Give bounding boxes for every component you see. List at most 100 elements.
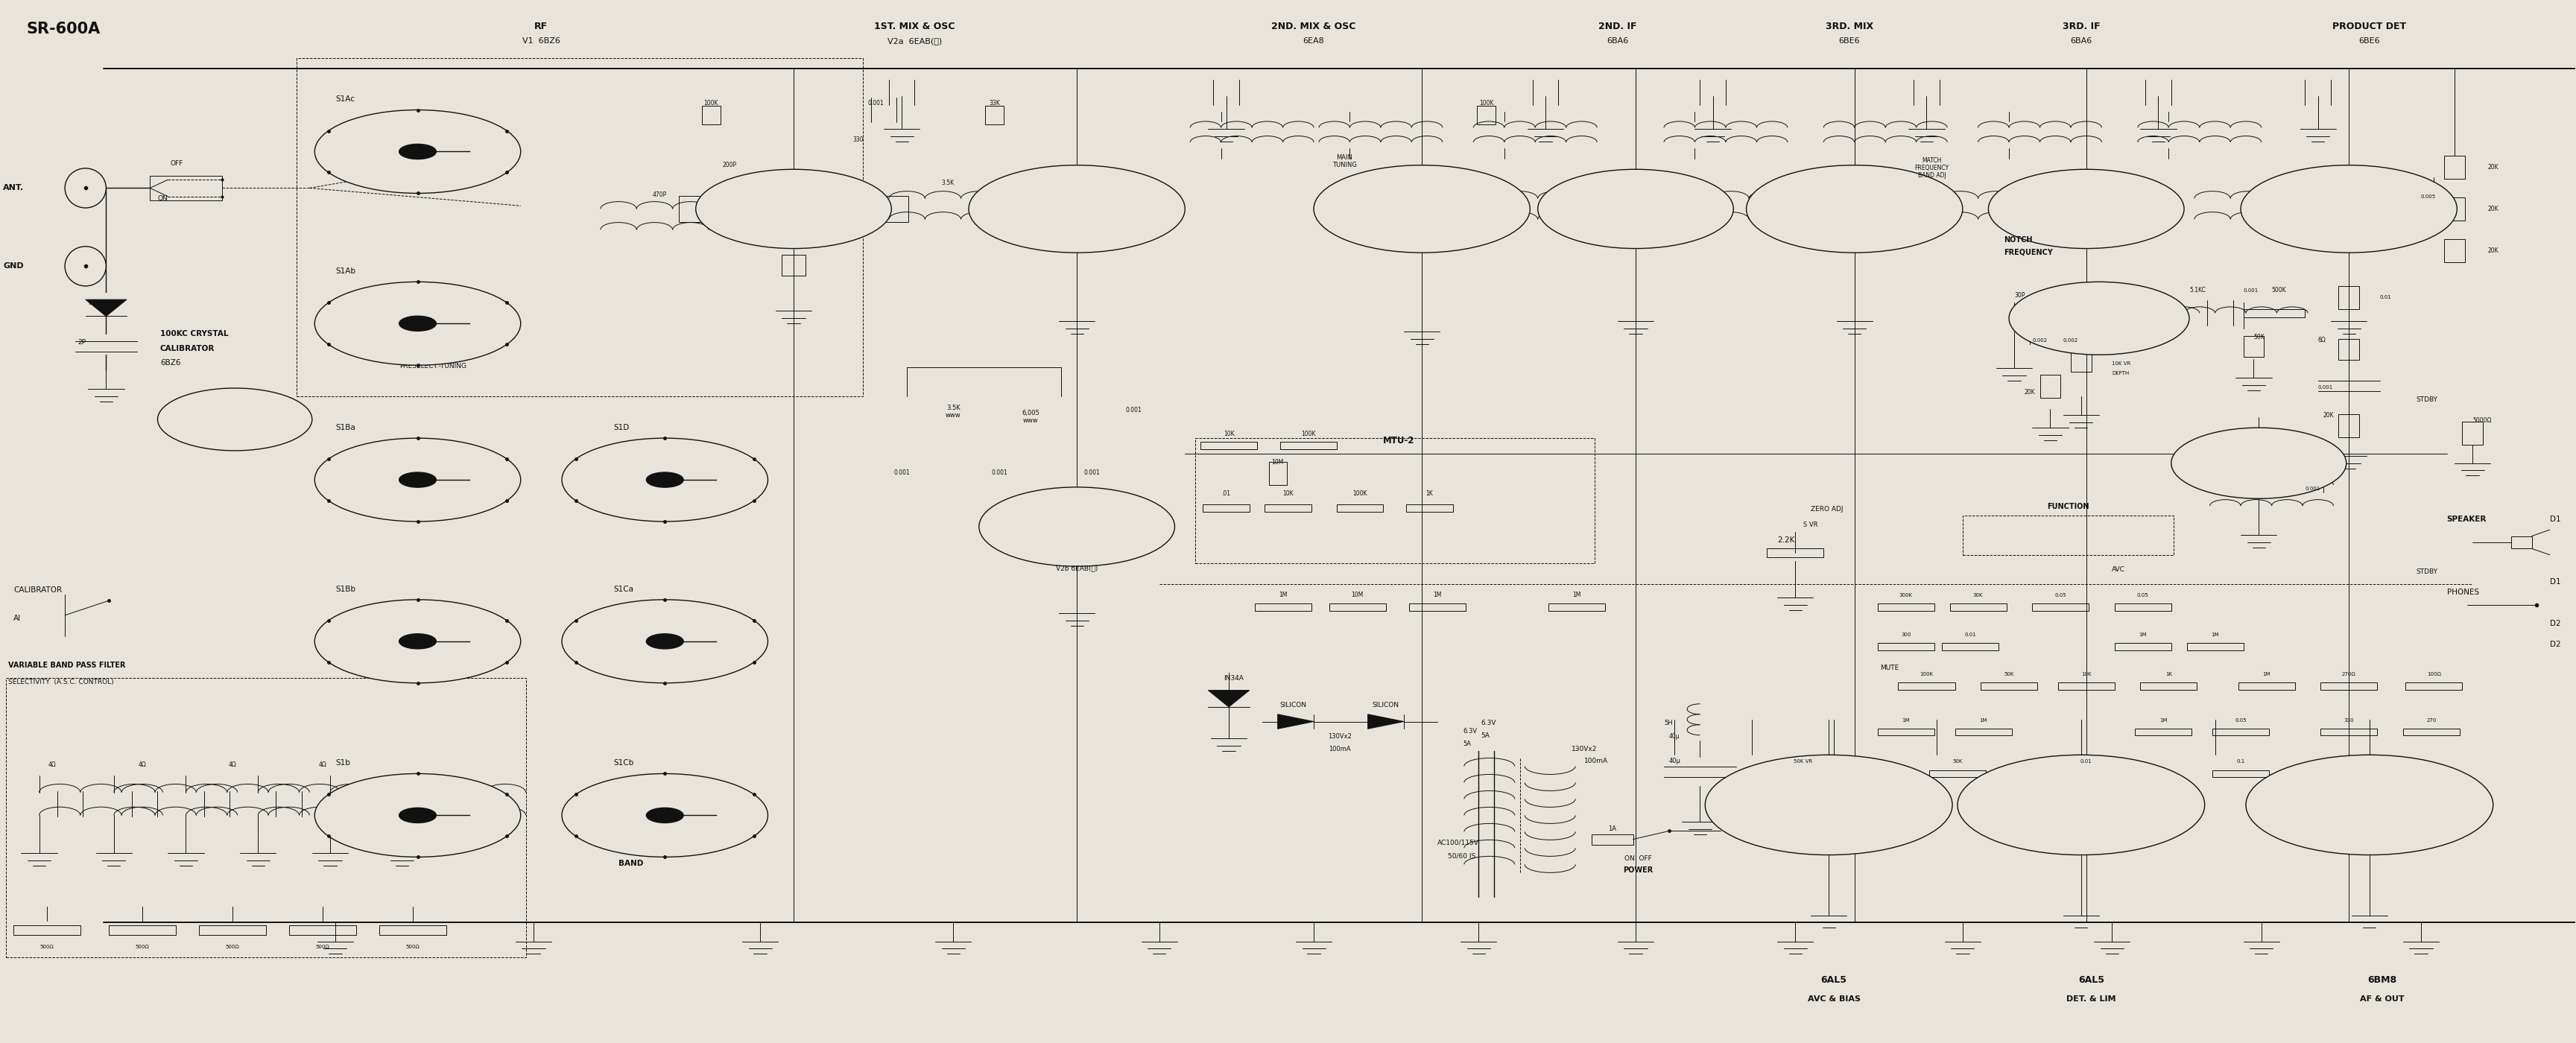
Text: 3.5K
www: 3.5K www bbox=[945, 405, 961, 419]
Circle shape bbox=[562, 600, 768, 683]
Bar bbox=[1265, 505, 1311, 512]
Bar bbox=[2403, 728, 2460, 735]
Text: 2P: 2P bbox=[77, 339, 85, 345]
Text: 100K: 100K bbox=[1479, 99, 1494, 106]
Text: 100K: 100K bbox=[1352, 490, 1368, 496]
Circle shape bbox=[399, 316, 435, 331]
Text: BAND: BAND bbox=[618, 859, 644, 867]
Bar bbox=[1942, 642, 1999, 650]
Text: 0.01: 0.01 bbox=[2081, 759, 2092, 763]
Text: 0.001: 0.001 bbox=[2306, 486, 2321, 491]
Text: 20K: 20K bbox=[2488, 164, 2499, 171]
Text: DET. & LIM: DET. & LIM bbox=[2066, 995, 2115, 1003]
Bar bbox=[1409, 603, 1466, 610]
Text: AVC: AVC bbox=[2112, 566, 2125, 573]
Text: 0.001: 0.001 bbox=[868, 99, 884, 106]
Bar bbox=[1195, 438, 1595, 563]
Bar bbox=[680, 196, 703, 222]
Text: 10M: 10M bbox=[1273, 459, 1283, 465]
Text: 3RD. IF: 3RD. IF bbox=[2063, 21, 2099, 31]
Polygon shape bbox=[1278, 714, 1314, 729]
Bar bbox=[2032, 603, 2089, 610]
Bar bbox=[2115, 603, 2172, 610]
Bar bbox=[2141, 682, 2197, 689]
Text: 0.001: 0.001 bbox=[1126, 407, 1141, 414]
Text: VARIABLE BAND PASS FILTER: VARIABLE BAND PASS FILTER bbox=[8, 661, 126, 669]
Text: 300: 300 bbox=[1901, 632, 1911, 637]
Text: 330: 330 bbox=[2344, 718, 2354, 723]
Circle shape bbox=[2241, 165, 2458, 252]
Bar bbox=[379, 925, 446, 935]
Text: 100K: 100K bbox=[1301, 431, 1316, 438]
Circle shape bbox=[399, 144, 435, 160]
Text: AC100/115V: AC100/115V bbox=[1437, 840, 1479, 846]
Text: 20K: 20K bbox=[2324, 412, 2334, 419]
Text: MUTE: MUTE bbox=[1880, 664, 1899, 671]
Text: POWER: POWER bbox=[1623, 867, 1654, 874]
Text: 4Ω: 4Ω bbox=[139, 761, 147, 768]
Text: SPEAKER: SPEAKER bbox=[2447, 515, 2486, 523]
Text: 1M: 1M bbox=[2210, 632, 2218, 637]
Text: 1M: 1M bbox=[1278, 591, 1288, 598]
Bar bbox=[1592, 834, 1633, 845]
Bar bbox=[2058, 682, 2115, 689]
Bar bbox=[2463, 421, 2483, 444]
Circle shape bbox=[314, 600, 520, 683]
Bar bbox=[2321, 728, 2378, 735]
Text: 6BA6: 6BA6 bbox=[1607, 37, 1628, 45]
Text: 0.001: 0.001 bbox=[1084, 469, 1100, 476]
Bar bbox=[1255, 603, 1311, 610]
Text: 30P: 30P bbox=[2014, 292, 2025, 299]
Text: 1K: 1K bbox=[2166, 672, 2172, 677]
Text: PRODUCT DET: PRODUCT DET bbox=[2331, 21, 2406, 31]
Text: 6BE6: 6BE6 bbox=[2360, 37, 2380, 45]
Bar bbox=[987, 105, 1005, 124]
Circle shape bbox=[562, 774, 768, 857]
Text: 100K: 100K bbox=[1919, 672, 1935, 677]
Text: AVC & BIAS: AVC & BIAS bbox=[1808, 995, 1860, 1003]
Text: ZERO ADJ: ZERO ADJ bbox=[1811, 506, 1844, 512]
Text: BFO: BFO bbox=[2228, 432, 2246, 440]
Text: 0.001: 0.001 bbox=[992, 469, 1007, 476]
Text: 500Ω: 500Ω bbox=[39, 945, 54, 949]
Bar bbox=[2244, 336, 2264, 357]
Text: 1M: 1M bbox=[2159, 718, 2166, 723]
Bar bbox=[198, 925, 265, 935]
Text: MTU-2: MTU-2 bbox=[1383, 436, 1414, 445]
Text: 6.3V: 6.3V bbox=[1481, 720, 1497, 726]
Text: 33K: 33K bbox=[989, 99, 999, 106]
Text: 5H: 5H bbox=[1664, 720, 1672, 726]
Text: .01: .01 bbox=[1221, 490, 1231, 496]
Bar bbox=[2445, 155, 2465, 178]
Text: 6Ω: 6Ω bbox=[2318, 337, 2326, 344]
Text: 270: 270 bbox=[2427, 718, 2437, 723]
Text: 6BZ6: 6BZ6 bbox=[160, 359, 180, 367]
Text: S1Ca: S1Ca bbox=[613, 585, 634, 592]
Text: 20K: 20K bbox=[2025, 389, 2035, 396]
Text: S VR: S VR bbox=[1803, 522, 1819, 528]
Bar bbox=[1899, 682, 1955, 689]
Circle shape bbox=[399, 472, 435, 487]
Circle shape bbox=[969, 165, 1185, 252]
Text: 1M: 1M bbox=[1978, 718, 1986, 723]
Text: AF & OUT: AF & OUT bbox=[2360, 995, 2403, 1003]
Circle shape bbox=[314, 774, 520, 857]
Text: 10M: 10M bbox=[1352, 591, 1363, 598]
Text: MATCH
FREQUENCY
BAND ADJ: MATCH FREQUENCY BAND ADJ bbox=[1914, 156, 1950, 179]
Text: D2: D2 bbox=[2550, 620, 2561, 627]
Text: S1Ac: S1Ac bbox=[335, 96, 355, 103]
Text: DEPTH: DEPTH bbox=[2112, 371, 2130, 375]
Bar bbox=[1955, 728, 2012, 735]
Bar bbox=[1203, 505, 1249, 512]
Bar bbox=[783, 254, 806, 275]
Bar bbox=[2512, 536, 2532, 549]
Text: 10K: 10K bbox=[1283, 490, 1293, 496]
Bar bbox=[1337, 505, 1383, 512]
Text: CALIBRATOR: CALIBRATOR bbox=[160, 344, 214, 353]
Text: 130Vx2: 130Vx2 bbox=[1571, 746, 1597, 752]
Text: AI: AI bbox=[13, 614, 21, 622]
Bar bbox=[149, 175, 222, 200]
Polygon shape bbox=[1368, 714, 1404, 729]
Circle shape bbox=[314, 110, 520, 193]
Text: 0.05: 0.05 bbox=[2138, 592, 2148, 598]
